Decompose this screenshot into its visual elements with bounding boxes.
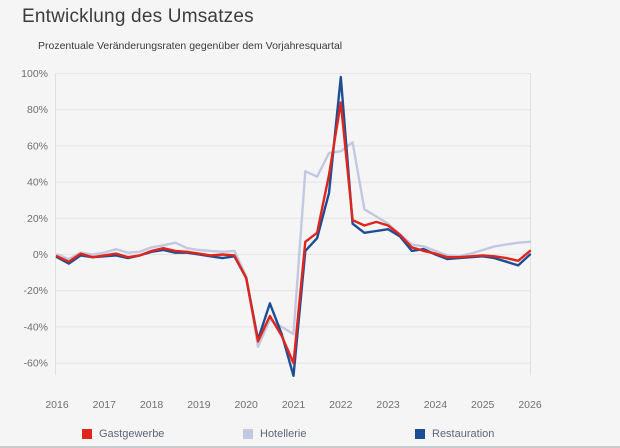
x-axis-tick-label: 2025: [471, 399, 495, 411]
legend-swatch-icon: [243, 429, 253, 439]
legend-label: Gastgewerbe: [99, 428, 165, 440]
y-axis-tick-label: -20%: [23, 285, 48, 297]
x-axis-tick-label: 2024: [424, 399, 448, 411]
legend-label: Restauration: [432, 428, 495, 440]
x-axis-tick-label: 2023: [376, 399, 400, 411]
y-axis-tick-label: 100%: [21, 68, 48, 80]
x-axis-tick-label: 2022: [329, 399, 353, 411]
x-axis-tick-label: 2026: [518, 399, 542, 411]
legend-item-restauration[interactable]: Restauration: [415, 428, 494, 440]
y-axis-tick-label: 20%: [27, 213, 48, 225]
legend-item-hotellerie[interactable]: Hotellerie: [243, 428, 306, 440]
x-axis-tick-label: 2016: [45, 399, 69, 411]
y-axis-tick-label: 0%: [33, 249, 48, 261]
x-axis-tick-label: 2017: [93, 399, 117, 411]
legend-item-gastgewerbe[interactable]: Gastgewerbe: [82, 428, 164, 440]
y-axis-tick-label: 80%: [27, 104, 48, 116]
legend-label: Hotellerie: [260, 428, 307, 440]
revenue-line-chart: 100% 80% 60% 40% 20% 0% -20% -40% -60% 2016 2017 20…: [21, 68, 542, 411]
chart-area: 100% 80% 60% 40% 20% 0% -20% -40% -60% 2016 2017 20…: [21, 68, 542, 411]
legend-swatch-icon: [415, 429, 425, 439]
page-title: Entwicklung des Umsatzes: [22, 6, 254, 27]
series-line-hotellerie: [55, 141, 532, 348]
chart-subtitle: Prozentuale Veränderungsraten gegenüber …: [38, 40, 343, 52]
x-axis-tick-label: 2021: [282, 399, 306, 411]
series-line-gastgewerbe: [55, 101, 532, 365]
x-axis-tick-label: 2020: [235, 399, 259, 411]
y-axis-tick-label: -40%: [23, 321, 48, 333]
y-axis-tick-label: 60%: [27, 140, 48, 152]
y-axis-tick-label: 40%: [27, 177, 48, 189]
x-axis-tick-label: 2018: [140, 399, 164, 411]
legend-swatch-icon: [82, 429, 92, 439]
y-axis-tick-label: -60%: [23, 358, 48, 370]
chart-legend: Gastgewerbe Hotellerie Restauration: [0, 428, 620, 444]
x-axis-tick-label: 2019: [187, 399, 211, 411]
